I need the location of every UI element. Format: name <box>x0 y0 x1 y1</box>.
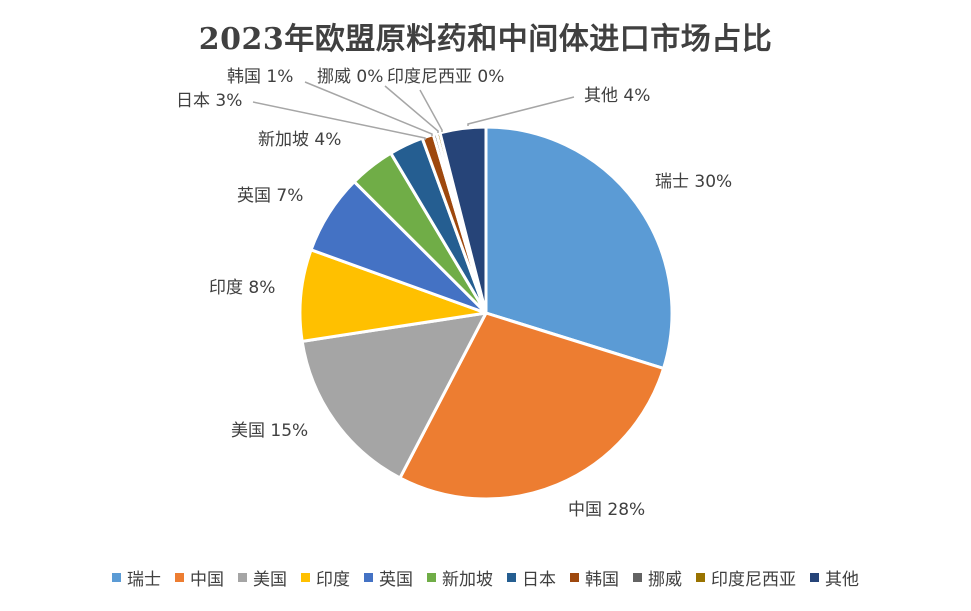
pie-slice-1 <box>484 125 674 370</box>
data-label-7: 日本 3% <box>176 91 242 111</box>
data-label-3: 美国 15% <box>231 421 308 441</box>
data-labels: 瑞士 30% 中国 28% 美国 15% 印度 8% 英国 7% 新加坡 4% 日本 3% 韩… <box>176 67 732 520</box>
legend: 瑞士 中国 美国 印度 英国 新加坡 日本 韩国 挪威 印度尼西亚 其他 <box>0 564 971 590</box>
legend-swatch <box>427 572 436 582</box>
data-label-11: 其他 4% <box>584 86 650 106</box>
data-label-8: 韩国 1% <box>227 67 293 87</box>
legend-item-2: 中国 <box>175 565 224 590</box>
legend-label: 其他 <box>825 569 859 590</box>
legend-item-8: 韩国 <box>570 565 619 590</box>
pie-slice-3 <box>300 311 488 480</box>
legend-item-11: 其他 <box>810 565 859 590</box>
leader-line-9 <box>384 85 439 133</box>
data-label-9: 挪威 0% <box>317 67 383 87</box>
legend-swatch <box>301 572 310 582</box>
legend-label: 印度尼西亚 <box>711 569 796 590</box>
legend-label: 日本 <box>522 569 556 590</box>
legend-swatch <box>364 572 373 582</box>
data-label-6: 新加坡 4% <box>258 130 341 150</box>
leader-line-11 <box>467 96 575 126</box>
legend-swatch <box>175 572 184 582</box>
legend-item-1: 瑞士 <box>112 565 161 590</box>
pie-slice-4 <box>298 248 488 343</box>
legend-label: 美国 <box>253 569 287 590</box>
data-label-1: 瑞士 30% <box>655 172 732 192</box>
data-label-4: 印度 8% <box>209 278 275 298</box>
legend-item-3: 美国 <box>238 565 287 590</box>
legend-label: 中国 <box>190 569 224 590</box>
legend-item-9: 挪威 <box>633 565 682 590</box>
leader-line-8 <box>304 81 433 136</box>
legend-label: 瑞士 <box>127 569 161 590</box>
legend-swatch <box>112 572 121 582</box>
legend-item-7: 日本 <box>507 565 556 590</box>
pie-slices <box>298 125 674 501</box>
data-label-10: 印度尼西亚 0% <box>387 67 504 87</box>
leader-line-7 <box>252 101 426 140</box>
legend-item-5: 英国 <box>364 565 413 590</box>
legend-swatch <box>696 572 705 582</box>
pie-slice-2 <box>398 311 666 501</box>
legend-swatch <box>570 572 579 582</box>
data-label-2: 中国 28% <box>568 500 645 520</box>
legend-label: 新加坡 <box>442 569 493 590</box>
legend-item-4: 印度 <box>301 565 350 590</box>
legend-item-10: 印度尼西亚 <box>696 565 796 590</box>
leader-line-10 <box>419 89 443 132</box>
legend-swatch <box>633 572 642 582</box>
legend-label: 印度 <box>316 569 350 590</box>
legend-label: 英国 <box>379 569 413 590</box>
data-label-5: 英国 7% <box>237 186 303 206</box>
chart-title: 2023年欧盟原料药和中间体进口市场占比 <box>198 22 773 57</box>
legend-label: 韩国 <box>585 569 619 590</box>
legend-item-6: 新加坡 <box>427 565 493 590</box>
legend-label: 挪威 <box>648 569 682 590</box>
legend-swatch <box>810 572 819 582</box>
legend-swatch <box>507 572 516 582</box>
legend-swatch <box>238 572 247 582</box>
pie-chart: 瑞士 30% 中国 28% 美国 15% 印度 8% 英国 7% 新加坡 4% 日本 3% 韩… <box>176 67 732 520</box>
pie-slice-11 <box>438 125 488 315</box>
leader-lines <box>252 81 575 140</box>
